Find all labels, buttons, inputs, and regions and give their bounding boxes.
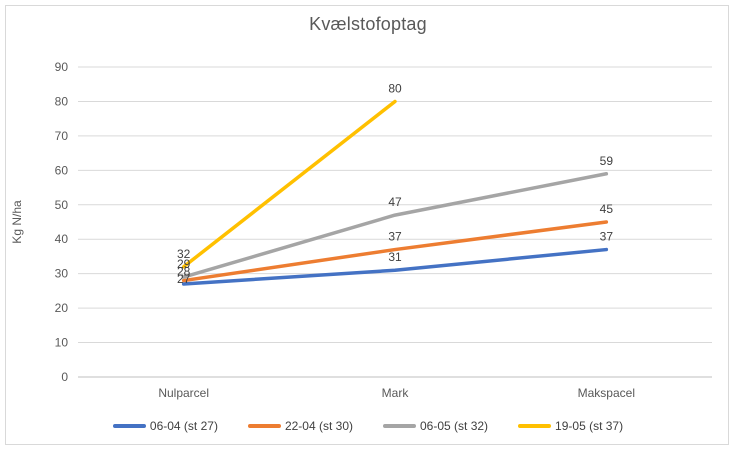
series-line bbox=[181, 172, 609, 279]
series-line bbox=[181, 247, 609, 286]
data-label: 27 bbox=[177, 272, 191, 286]
data-label: 31 bbox=[388, 250, 402, 264]
y-axis-tick-label: 10 bbox=[55, 336, 69, 350]
x-axis-category-label: Makspacel bbox=[578, 386, 635, 400]
legend-item: 06-04 (st 27) bbox=[112, 419, 218, 433]
legend-swatch-icon bbox=[112, 424, 146, 428]
legend-item: 06-05 (st 32) bbox=[383, 419, 488, 433]
series-line bbox=[181, 99, 397, 269]
data-label: 59 bbox=[600, 154, 614, 168]
y-axis-tick-label: 60 bbox=[55, 163, 69, 177]
data-label: 37 bbox=[600, 230, 614, 244]
legend-swatch-icon bbox=[518, 424, 552, 428]
legend-swatch-icon bbox=[383, 424, 416, 428]
legend-label: 19-05 (st 37) bbox=[555, 419, 624, 433]
y-axis-tick-label: 70 bbox=[55, 129, 69, 143]
data-label: 80 bbox=[388, 81, 402, 95]
data-label: 29 bbox=[177, 257, 191, 271]
y-axis-tick-label: 50 bbox=[55, 198, 69, 212]
data-label: 47 bbox=[388, 195, 402, 209]
y-axis-tick-label: 30 bbox=[55, 267, 69, 281]
data-label: 28 bbox=[177, 265, 191, 279]
x-axis-category-label: Mark bbox=[382, 386, 410, 400]
x-axis-category-label: Nulparcel bbox=[158, 386, 209, 400]
y-axis-tick-label: 90 bbox=[55, 60, 69, 74]
legend-item: 19-05 (st 37) bbox=[518, 419, 623, 433]
legend-label: 06-05 (st 32) bbox=[420, 419, 489, 433]
legend-label: 22-04 (st 30) bbox=[284, 419, 353, 433]
legend-swatch-icon bbox=[247, 424, 281, 428]
y-axis-tick-label: 0 bbox=[61, 370, 68, 384]
series-line bbox=[181, 220, 609, 283]
y-axis-tick-label: 20 bbox=[55, 301, 69, 315]
chart-legend: 06-04 (st 27) 22-04 (st 30) 06-05 (st 32) 1… bbox=[0, 416, 736, 436]
chart-title: Kvælstofoptag bbox=[309, 14, 427, 34]
data-label: 45 bbox=[600, 202, 614, 216]
y-axis-tick-label: 40 bbox=[55, 232, 69, 246]
legend-label: 06-04 (st 27) bbox=[149, 419, 218, 433]
data-label: 32 bbox=[177, 247, 191, 261]
data-label: 37 bbox=[388, 230, 402, 244]
legend-item: 22-04 (st 30) bbox=[247, 419, 353, 433]
y-axis-tick-label: 80 bbox=[55, 94, 69, 108]
